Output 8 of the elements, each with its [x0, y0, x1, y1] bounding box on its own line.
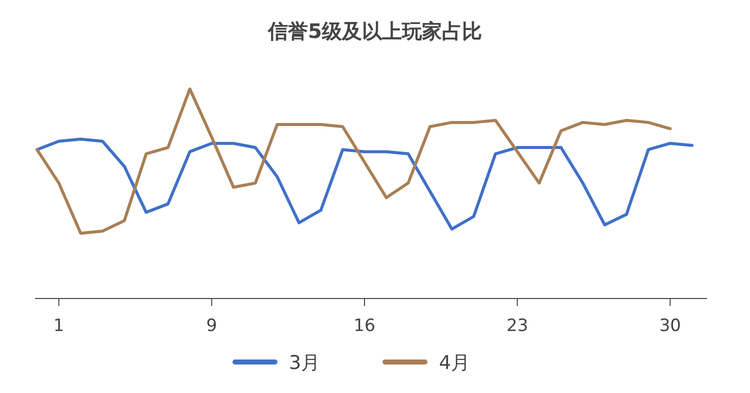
x-tick-label: 16	[354, 316, 376, 336]
x-tick-label: 9	[206, 316, 218, 336]
x-tick-label: 30	[659, 316, 681, 336]
legend-label: 3月	[289, 352, 320, 374]
chart-title: 信誉5级及以上玩家占比	[267, 19, 482, 43]
legend-label: 4月	[439, 352, 470, 374]
x-tick-label: 23	[506, 316, 528, 336]
x-tick-label: 1	[53, 316, 64, 336]
